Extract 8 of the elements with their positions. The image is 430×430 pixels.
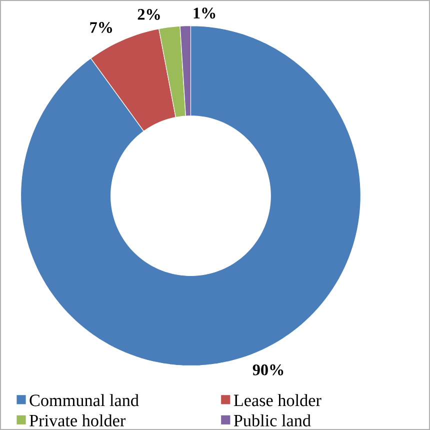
data-label: 2%	[138, 8, 160, 20]
legend-label: Public land	[234, 414, 311, 426]
data-label: 1%	[194, 8, 216, 19]
data-label: 90%	[252, 364, 284, 376]
legend-label: Lease holder	[234, 394, 322, 406]
legend-label: Private holder	[30, 414, 126, 426]
data-label: 7%	[90, 22, 112, 33]
legend-label: Communal land	[30, 394, 139, 406]
